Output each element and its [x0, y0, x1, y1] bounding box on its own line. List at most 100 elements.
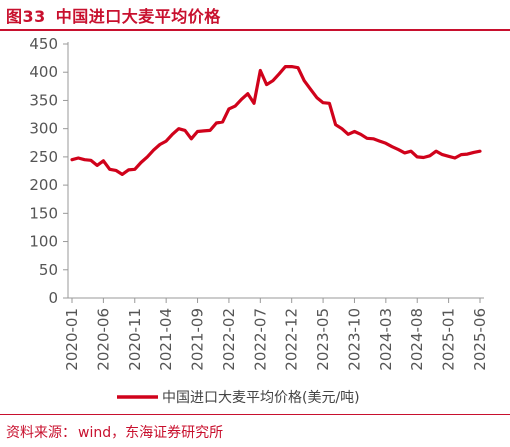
data-point: [409, 150, 413, 153]
source-text: wind，东海证券研究所: [78, 425, 224, 441]
data-point: [114, 169, 118, 172]
y-tick-label: 150: [29, 204, 58, 222]
x-tick-label: 2020-01: [63, 308, 81, 371]
title-rule: [0, 29, 510, 31]
data-point: [196, 130, 199, 133]
data-point: [447, 155, 450, 158]
data-point: [240, 98, 243, 101]
data-point: [428, 154, 431, 157]
data-point: [108, 168, 111, 171]
x-tick-label: 2024-03: [377, 308, 395, 371]
x-tick-label: 2020-11: [126, 308, 144, 371]
data-point: [347, 133, 350, 136]
x-tick-label: 2024-08: [408, 308, 426, 371]
y-tick-label: 250: [29, 148, 58, 166]
data-point: [133, 168, 136, 171]
y-tick-label: 350: [29, 91, 58, 109]
data-point: [121, 173, 124, 176]
data-point: [390, 145, 394, 148]
data-point: [89, 159, 93, 162]
data-point: [158, 143, 162, 146]
data-point: [453, 156, 457, 160]
data-point: [252, 102, 256, 105]
data-point: [472, 151, 475, 154]
data-point: [397, 148, 400, 151]
data-point: [139, 161, 143, 164]
data-point: [284, 65, 287, 68]
data-point: [183, 129, 187, 132]
data-point: [478, 150, 482, 153]
data-point: [265, 83, 268, 86]
x-tick-label: 2021-04: [157, 308, 175, 371]
data-point: [328, 102, 331, 105]
x-tick-label: 2022-02: [220, 308, 238, 371]
data-point: [353, 130, 356, 133]
data-point: [259, 69, 262, 72]
data-point: [146, 155, 149, 159]
data-point: [202, 129, 205, 133]
data-point: [227, 107, 231, 111]
data-point: [321, 101, 325, 104]
series-layer: [70, 64, 482, 176]
data-point: [422, 156, 425, 159]
data-point: [95, 164, 99, 167]
x-tick-label: 2022-07: [251, 308, 269, 371]
data-point: [416, 155, 419, 159]
x-tick-label: 2020-06: [94, 308, 112, 371]
data-point: [83, 158, 86, 161]
data-point: [102, 159, 105, 162]
figure-number: 图33: [6, 7, 46, 26]
data-point: [177, 127, 180, 130]
data-point: [165, 139, 168, 143]
data-point: [378, 139, 381, 143]
data-point: [246, 92, 249, 95]
data-point: [309, 88, 312, 91]
data-point: [277, 72, 281, 76]
legend-label: 中国进口大麦平均价格(美元/吨): [162, 390, 360, 406]
data-point: [340, 127, 344, 130]
data-point: [434, 150, 438, 153]
x-tick-label: 2021-09: [189, 308, 207, 371]
y-axis: 0 50 100 150 200 250 300 350 400 450: [29, 35, 69, 307]
x-tick-label: 2023-10: [345, 308, 363, 371]
data-point: [290, 65, 293, 68]
data-point: [77, 156, 80, 160]
source-note: 资料来源： wind，东海证券研究所: [6, 422, 223, 442]
y-tick-label: 300: [29, 120, 58, 138]
data-point: [70, 158, 74, 161]
legend: 中国进口大麦平均价格(美元/吨): [117, 390, 360, 406]
x-tick-label: 2023-05: [314, 308, 332, 371]
data-point: [208, 129, 212, 132]
data-point: [403, 151, 406, 155]
data-point: [127, 168, 130, 172]
data-point: [372, 137, 375, 140]
data-point: [384, 142, 387, 145]
y-tick-label: 450: [29, 35, 58, 53]
data-point: [271, 79, 275, 82]
data-point: [221, 120, 224, 124]
data-point: [296, 66, 300, 69]
data-point: [303, 79, 306, 82]
data-point: [315, 96, 318, 99]
y-tick-label: 100: [29, 233, 58, 251]
data-point: [334, 123, 337, 126]
x-tick-label: 2022-12: [283, 308, 301, 371]
data-point: [466, 152, 469, 156]
data-point: [152, 148, 155, 152]
y-tick-label: 0: [48, 289, 58, 307]
x-axis: 2020-01 2020-06 2020-11 2021-04 2021-09 2022-…: [63, 297, 489, 371]
data-point: [365, 137, 369, 140]
y-tick-label: 50: [39, 261, 58, 279]
data-point: [171, 133, 174, 136]
x-tick-label: 2025-01: [440, 308, 458, 371]
data-point: [441, 153, 444, 156]
series-line: [70, 64, 482, 176]
data-point: [359, 133, 362, 136]
footer-rule: [0, 414, 510, 415]
data-point: [460, 153, 463, 156]
data-point: [215, 121, 218, 125]
figure-title: 图33 中国进口大麦平均价格: [6, 3, 221, 27]
data-point: [190, 137, 193, 140]
figure-title-text: 中国进口大麦平均价格: [55, 7, 221, 26]
